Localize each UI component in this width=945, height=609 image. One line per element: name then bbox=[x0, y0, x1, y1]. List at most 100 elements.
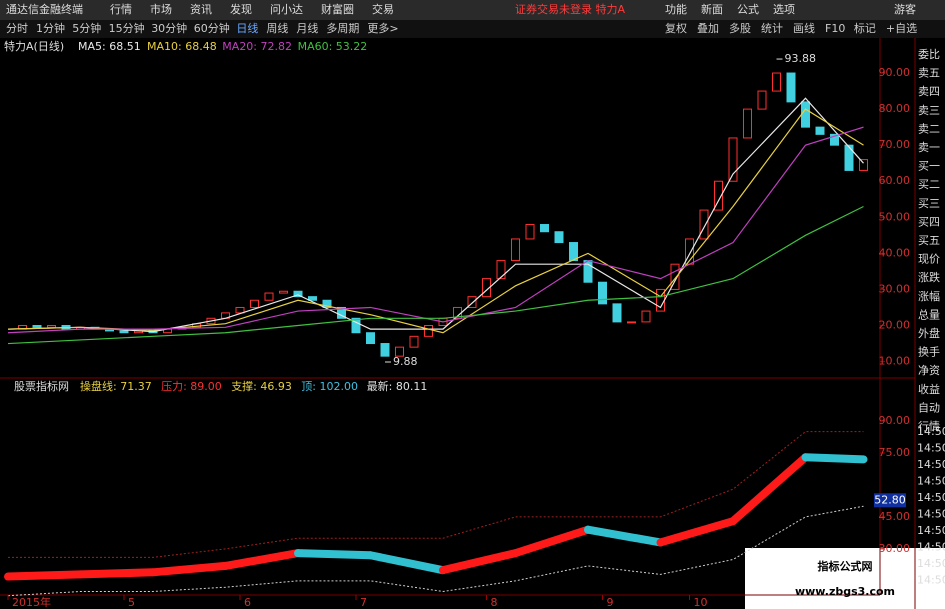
period-tab[interactable]: 5分钟 bbox=[72, 21, 101, 35]
candle bbox=[511, 238, 520, 262]
indicator-value: 最新: 80.11 bbox=[367, 379, 428, 393]
candle bbox=[119, 330, 129, 334]
candle bbox=[467, 296, 477, 308]
quote-field: 委比 bbox=[918, 48, 940, 61]
quote-field: 净资 bbox=[918, 363, 940, 377]
quote-field: 买二 bbox=[918, 178, 940, 191]
tool-button[interactable]: 标记 bbox=[854, 21, 876, 35]
band-segment bbox=[584, 525, 665, 547]
quote-field: 买一 bbox=[918, 160, 940, 173]
candle bbox=[235, 306, 245, 314]
watermark-url: www.zbgs3.com bbox=[795, 585, 895, 598]
x-tick-label: 8 bbox=[491, 596, 498, 609]
menu-item[interactable]: 问小达 bbox=[270, 3, 303, 16]
legend-item: MA10: 68.48 bbox=[147, 40, 217, 53]
menu-item[interactable]: 发现 bbox=[230, 2, 252, 16]
y-tick-label: 90.00 bbox=[879, 414, 911, 427]
candle bbox=[351, 317, 361, 334]
quote-field: 总量 bbox=[918, 307, 940, 321]
period-tab[interactable]: 分时 bbox=[6, 22, 28, 35]
band-segment bbox=[294, 549, 375, 560]
candle bbox=[279, 290, 288, 294]
y-tick-label: 80.00 bbox=[879, 102, 911, 115]
current-marker bbox=[874, 493, 906, 508]
period-tab[interactable]: 更多> bbox=[367, 21, 398, 35]
tool-button[interactable]: F10 bbox=[825, 22, 845, 35]
quote-field: 卖五 bbox=[918, 67, 940, 80]
ma-line bbox=[7, 126, 864, 334]
menu-item[interactable]: 选项 bbox=[773, 3, 795, 16]
menu-item[interactable]: 交易 bbox=[372, 2, 394, 16]
quote-field: 现价 bbox=[918, 253, 940, 266]
quote-field: 买五 bbox=[918, 234, 940, 247]
tool-button[interactable]: 叠加 bbox=[697, 22, 719, 35]
quote-field: 行情 bbox=[918, 420, 940, 433]
quote-field: 买三 bbox=[918, 197, 940, 210]
band-segment bbox=[439, 549, 520, 575]
candle bbox=[293, 290, 303, 298]
menu-bar bbox=[0, 0, 945, 20]
toolbar bbox=[0, 20, 945, 38]
time-label: 14:50 bbox=[917, 557, 945, 570]
candle bbox=[366, 332, 375, 345]
extreme-label: 93.88 bbox=[785, 52, 817, 65]
y-tick-label: 20.00 bbox=[879, 319, 911, 332]
tool-button[interactable]: +自选 bbox=[886, 22, 917, 35]
period-tab[interactable]: 1分钟 bbox=[36, 21, 65, 35]
legend-item: MA60: 53.22 bbox=[298, 40, 368, 53]
quote-field: 涨幅 bbox=[918, 290, 940, 303]
menu-item[interactable]: 行情 bbox=[110, 3, 132, 16]
candle bbox=[322, 299, 332, 308]
time-label: 14:50 bbox=[917, 524, 945, 537]
y-tick-label: 30.00 bbox=[879, 542, 911, 555]
menu-item[interactable]: 市场 bbox=[150, 2, 172, 16]
candle bbox=[757, 90, 767, 110]
period-tab[interactable]: 60分钟 bbox=[194, 21, 230, 35]
indicator-value: 操盘线: 71.37 bbox=[80, 379, 152, 393]
level-line bbox=[7, 505, 864, 597]
legend-item: MA20: 72.82 bbox=[222, 40, 292, 53]
app-name: 通达信金融终端 bbox=[6, 2, 83, 16]
candle bbox=[47, 325, 56, 328]
candle bbox=[554, 231, 564, 244]
time-label: 14:50 bbox=[917, 442, 945, 455]
x-tick-label: 6 bbox=[244, 596, 251, 609]
menu-item[interactable]: 财富圈 bbox=[321, 2, 354, 16]
menu-item[interactable]: 新面 bbox=[701, 2, 723, 16]
quote-field: 外盘 bbox=[918, 326, 940, 340]
ma-line bbox=[7, 205, 864, 345]
candle bbox=[801, 101, 810, 128]
quote-field: 卖四 bbox=[918, 85, 940, 98]
y-tick-label: 10.00 bbox=[879, 355, 911, 368]
quote-field: 卖二 bbox=[918, 122, 940, 135]
period-tab[interactable]: 月线 bbox=[296, 21, 318, 35]
candle bbox=[728, 137, 738, 182]
x-tick-label: 2015年 bbox=[12, 595, 51, 609]
period-tab[interactable]: 多周期 bbox=[326, 21, 359, 35]
tool-button[interactable]: 复权 bbox=[665, 21, 687, 35]
y-tick-label: 40.00 bbox=[879, 246, 911, 259]
time-label: 14:50 bbox=[917, 574, 945, 587]
y-tick-label: 30.00 bbox=[879, 282, 911, 295]
candle bbox=[424, 325, 433, 337]
candle bbox=[815, 126, 825, 135]
x-tick-label: 9 bbox=[607, 596, 614, 609]
period-tab[interactable]: 15分钟 bbox=[109, 21, 145, 35]
time-label: 14:50 bbox=[917, 508, 945, 521]
menu-item[interactable]: 功能 bbox=[665, 2, 687, 16]
y-tick-label: 75.00 bbox=[879, 446, 911, 459]
quote-field: 卖三 bbox=[918, 104, 940, 117]
level-line bbox=[8, 431, 864, 558]
extreme-label: 9.88 bbox=[393, 355, 418, 368]
tool-button[interactable]: 画线 bbox=[793, 21, 815, 35]
candle bbox=[496, 260, 506, 280]
menu-item[interactable]: 公式 bbox=[737, 3, 759, 16]
period-tab[interactable]: 日线 bbox=[236, 21, 258, 35]
candle bbox=[670, 263, 680, 290]
menu-item[interactable]: 资讯 bbox=[190, 3, 212, 16]
period-tab[interactable]: 周线 bbox=[266, 21, 288, 35]
watermark-title: 指标公式网 bbox=[818, 559, 873, 573]
tool-button[interactable]: 统计 bbox=[761, 22, 783, 35]
period-tab[interactable]: 30分钟 bbox=[151, 21, 187, 35]
tool-button[interactable]: 多股 bbox=[729, 21, 751, 35]
